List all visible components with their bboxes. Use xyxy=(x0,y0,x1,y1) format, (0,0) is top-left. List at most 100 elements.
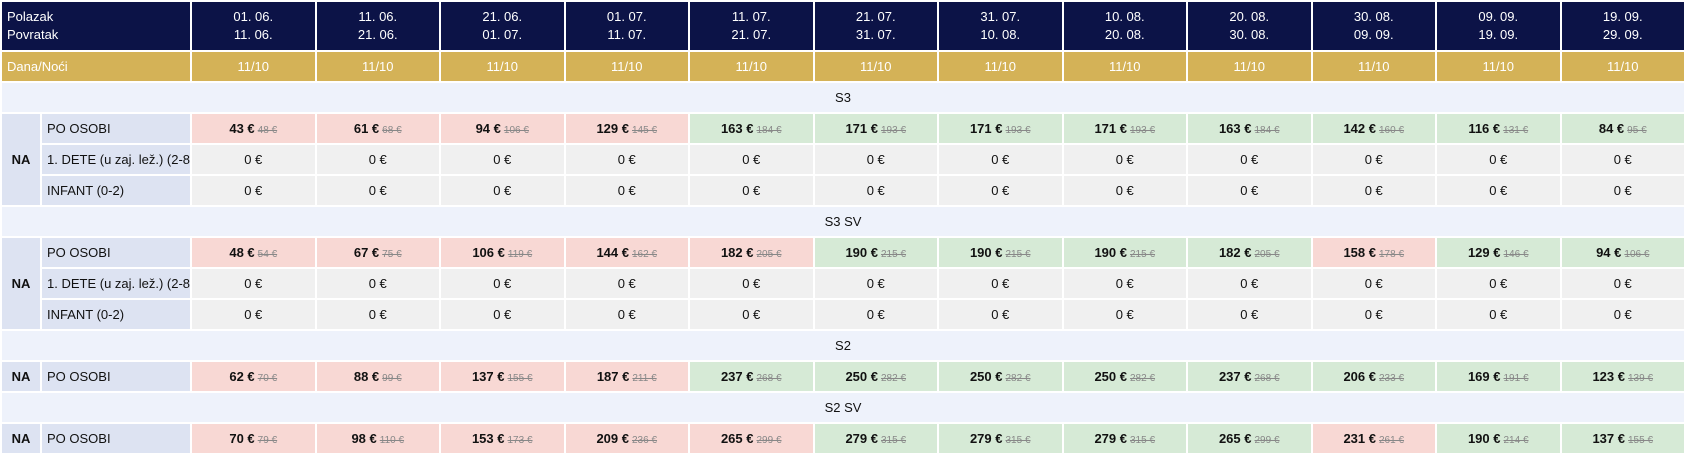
price-cell: 94 €106 € xyxy=(1561,238,1684,267)
old-price: 315 € xyxy=(1005,435,1031,446)
price-cell: 129 €145 € xyxy=(565,114,688,143)
passenger-category-label: PO OSOBI xyxy=(42,114,190,143)
current-price: 0 € xyxy=(1240,152,1259,167)
price-cell: 0 € xyxy=(1561,269,1684,298)
current-price: 0 € xyxy=(866,276,885,291)
old-price: 215 € xyxy=(1005,249,1031,260)
price-cell: 0 € xyxy=(565,176,688,205)
old-price: 48 € xyxy=(257,125,278,136)
nights-value: 11/10 xyxy=(1188,52,1311,81)
departure-date: 01. 07. xyxy=(606,9,647,24)
nights-value: 11/10 xyxy=(192,52,315,81)
old-price: 191 € xyxy=(1503,373,1529,384)
old-price: 233 € xyxy=(1379,373,1405,384)
old-price: 184 € xyxy=(756,125,782,136)
current-price: 182 € xyxy=(1218,245,1252,260)
price-cell: 0 € xyxy=(939,176,1062,205)
period-header: 19. 09. 29. 09. xyxy=(1561,2,1684,50)
old-price: 106 € xyxy=(503,125,529,136)
price-cell: 94 €106 € xyxy=(441,114,564,143)
old-price: 268 € xyxy=(1254,373,1280,384)
return-date: 10. 08. xyxy=(980,27,1021,42)
price-cell: 171 €193 € xyxy=(939,114,1062,143)
old-price: 215 € xyxy=(1130,249,1156,260)
current-price: 163 € xyxy=(1218,121,1252,136)
price-cell: 250 €282 € xyxy=(1063,362,1186,391)
price-cell: 190 €215 € xyxy=(1063,238,1186,267)
return-date: 01. 07. xyxy=(482,27,523,42)
nights-value: 11/10 xyxy=(316,52,439,81)
current-price: 171 € xyxy=(969,121,1003,136)
return-date: 30. 08. xyxy=(1229,27,1270,42)
price-cell: 0 € xyxy=(565,269,688,298)
price-cell: 0 € xyxy=(939,145,1062,174)
price-cell: 0 € xyxy=(316,176,439,205)
old-price: 106 € xyxy=(1624,249,1650,260)
price-cell: 0 € xyxy=(1063,269,1186,298)
return-date: 11. 07. xyxy=(607,27,647,42)
current-price: 0 € xyxy=(617,276,636,291)
current-price: 250 € xyxy=(845,369,878,384)
price-cell: 0 € xyxy=(316,300,439,329)
price-cell: 250 €282 € xyxy=(814,362,937,391)
current-price: 171 € xyxy=(845,121,878,136)
current-price: 0 € xyxy=(1115,152,1134,167)
current-price: 279 € xyxy=(845,431,878,446)
current-price: 0 € xyxy=(991,276,1010,291)
current-price: 0 € xyxy=(866,152,885,167)
current-price: 209 € xyxy=(596,431,629,446)
current-price: 0 € xyxy=(493,183,512,198)
departure-date: 10. 08. xyxy=(1104,9,1145,24)
current-price: 43 € xyxy=(229,121,255,136)
departure-date: 11. 07. xyxy=(731,9,771,24)
price-row: 1. DETE (u zaj. lež.) (2-8) 0 € 0 € 0 € 0 € 0… xyxy=(2,269,1684,298)
departure-date: 21. 06. xyxy=(482,9,523,24)
current-price: 0 € xyxy=(368,307,387,322)
price-cell: 0 € xyxy=(192,145,315,174)
current-price: 123 € xyxy=(1592,369,1625,384)
price-cell: 0 € xyxy=(1063,176,1186,205)
current-price: 158 € xyxy=(1343,245,1376,260)
current-price: 237 € xyxy=(1218,369,1252,384)
current-price: 137 € xyxy=(471,369,505,384)
price-cell: 0 € xyxy=(441,145,564,174)
price-cell: 231 €261 € xyxy=(1312,424,1435,453)
departure-label: Polazak xyxy=(7,9,54,24)
current-price: 84 € xyxy=(1598,121,1625,136)
current-price: 0 € xyxy=(991,183,1010,198)
period-header: 21. 06. 01. 07. xyxy=(441,2,564,50)
price-cell: 0 € xyxy=(1188,300,1311,329)
current-price: 0 € xyxy=(1240,276,1259,291)
passenger-category-label: 1. DETE (u zaj. lež.) (2-8) xyxy=(42,145,190,174)
current-price: 0 € xyxy=(742,276,761,291)
room-type-row: S3 SV xyxy=(2,207,1684,236)
room-type-row: S3 xyxy=(2,83,1684,112)
service-type: NA xyxy=(2,424,40,453)
price-cell: 0 € xyxy=(316,145,439,174)
old-price: 205 € xyxy=(1254,249,1280,260)
old-price: 193 € xyxy=(881,125,907,136)
old-price: 205 € xyxy=(756,249,782,260)
current-price: 0 € xyxy=(991,307,1010,322)
room-type-title: S2 SV xyxy=(2,393,1684,422)
price-cell: 171 €193 € xyxy=(1063,114,1186,143)
price-cell: 142 €160 € xyxy=(1312,114,1435,143)
period-header: 01. 06. 11. 06. xyxy=(192,2,315,50)
price-cell: 61 €68 € xyxy=(316,114,439,143)
price-cell: 0 € xyxy=(1312,269,1435,298)
current-price: 0 € xyxy=(1613,152,1632,167)
price-cell: 182 €205 € xyxy=(690,238,813,267)
current-price: 106 € xyxy=(472,245,505,260)
passenger-category-label: PO OSOBI xyxy=(42,424,190,453)
current-price: 0 € xyxy=(866,183,885,198)
price-cell: 0 € xyxy=(565,300,688,329)
current-price: 62 € xyxy=(229,369,255,384)
old-price: 155 € xyxy=(507,373,533,384)
old-price: 261 € xyxy=(1379,435,1405,446)
current-price: 163 € xyxy=(720,121,754,136)
old-price: 173 € xyxy=(507,435,533,446)
price-cell: 190 €214 € xyxy=(1437,424,1560,453)
price-cell: 0 € xyxy=(1188,269,1311,298)
room-type-title: S3 SV xyxy=(2,207,1684,236)
return-date: 29. 09. xyxy=(1602,27,1643,42)
